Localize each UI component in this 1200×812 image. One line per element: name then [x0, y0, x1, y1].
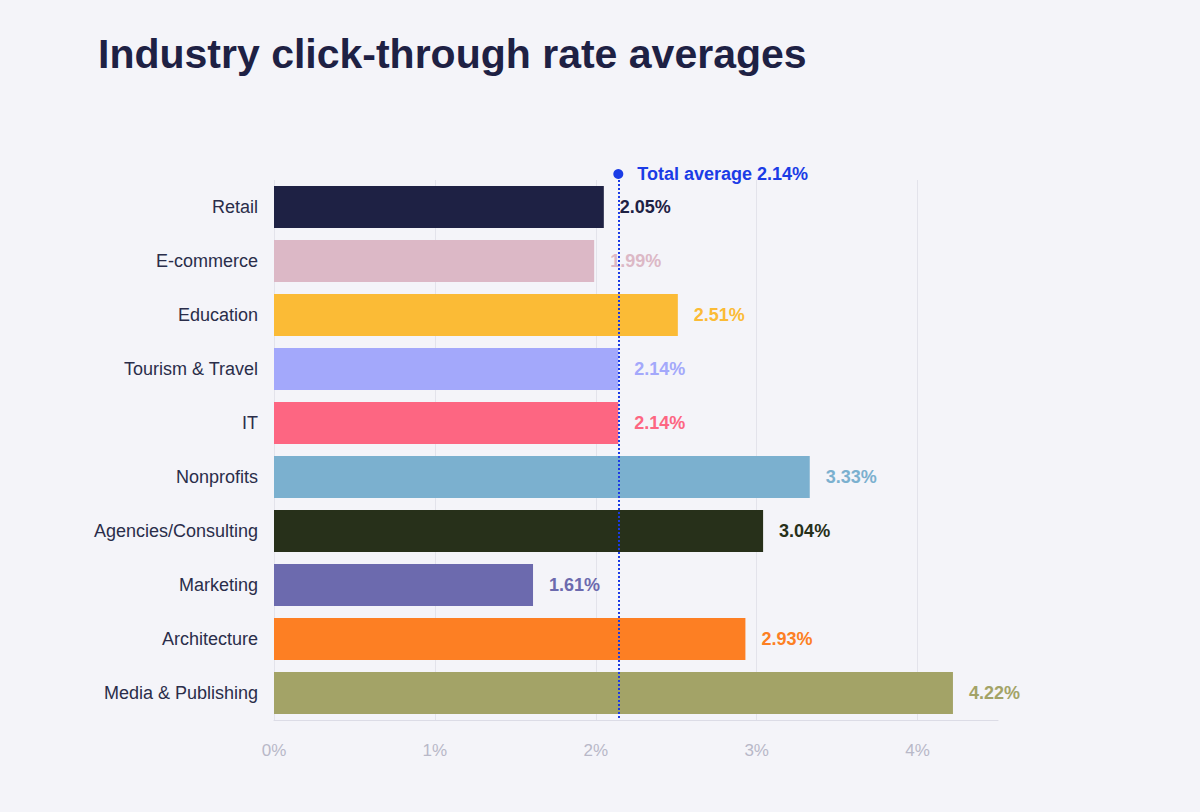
svg-text:Industry click-through rate av: Industry click-through rate averages	[98, 31, 807, 77]
svg-text:Marketing: Marketing	[179, 575, 258, 595]
svg-text:3.04%: 3.04%	[779, 521, 830, 541]
svg-text:Tourism & Travel: Tourism & Travel	[124, 359, 258, 379]
svg-text:E-commerce: E-commerce	[156, 251, 258, 271]
svg-text:Architecture: Architecture	[162, 629, 258, 649]
svg-text:2.14%: 2.14%	[634, 413, 685, 433]
svg-text:2.51%: 2.51%	[694, 305, 745, 325]
svg-text:1%: 1%	[423, 741, 448, 760]
svg-text:3%: 3%	[744, 741, 769, 760]
svg-text:Media & Publishing: Media & Publishing	[104, 683, 258, 703]
svg-text:Agencies/Consulting: Agencies/Consulting	[94, 521, 258, 541]
svg-text:2.93%: 2.93%	[761, 629, 812, 649]
svg-text:4.22%: 4.22%	[969, 683, 1020, 703]
svg-text:3.33%: 3.33%	[826, 467, 877, 487]
svg-text:0%: 0%	[262, 741, 287, 760]
svg-text:Education: Education	[178, 305, 258, 325]
svg-text:1.61%: 1.61%	[549, 575, 600, 595]
svg-text:2%: 2%	[583, 741, 608, 760]
svg-text:2.05%: 2.05%	[620, 197, 671, 217]
svg-text:4%: 4%	[905, 741, 930, 760]
svg-text:2.14%: 2.14%	[634, 359, 685, 379]
svg-text:IT: IT	[242, 413, 258, 433]
svg-text:Nonprofits: Nonprofits	[176, 467, 258, 487]
svg-text:Retail: Retail	[212, 197, 258, 217]
svg-text:1.99%: 1.99%	[610, 251, 661, 271]
svg-text:Total average 2.14%: Total average 2.14%	[637, 164, 808, 184]
